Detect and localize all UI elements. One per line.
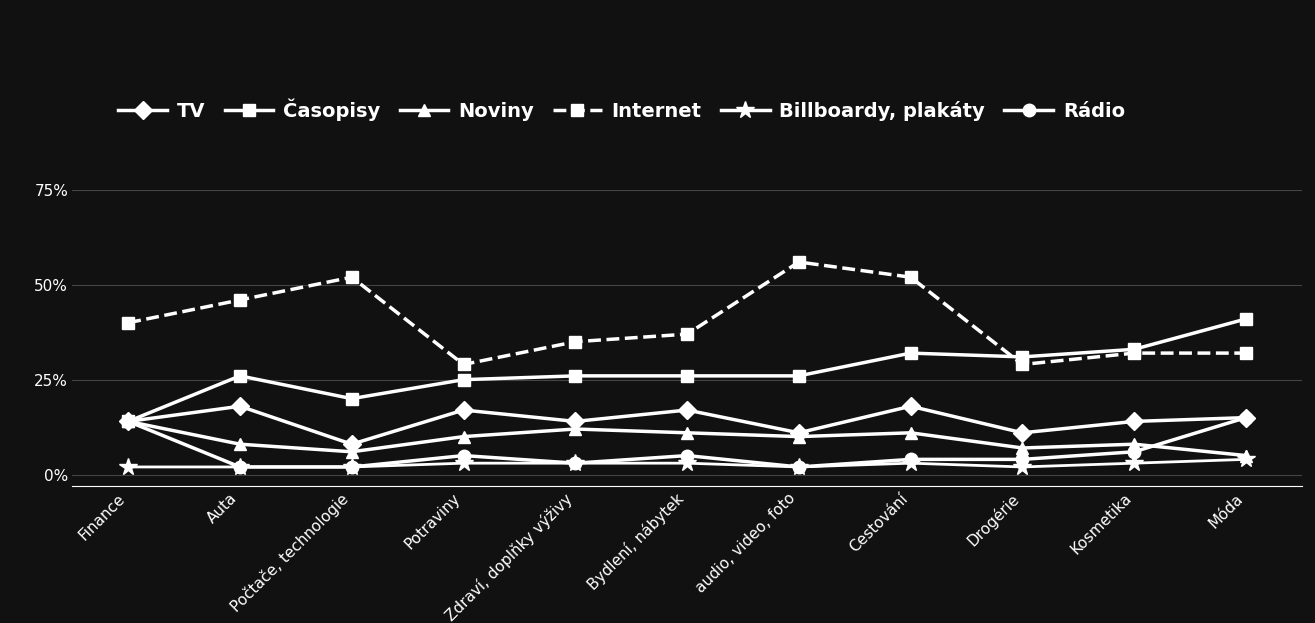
Internet <box>121 319 137 326</box>
Rádio <box>1014 455 1030 463</box>
Line: Noviny: Noviny <box>122 415 1252 462</box>
Časopisy <box>790 372 806 379</box>
Line: Billboardy, plakáty: Billboardy, plakáty <box>120 450 1255 476</box>
Internet <box>1126 350 1141 357</box>
Billboardy, plakáty <box>1014 464 1030 471</box>
Rádio <box>1126 448 1141 455</box>
Rádio <box>679 452 694 459</box>
Billboardy, plakáty <box>231 464 247 471</box>
Line: Časopisy: Časopisy <box>122 313 1252 427</box>
Billboardy, plakáty <box>455 459 471 467</box>
Časopisy <box>1014 353 1030 361</box>
TV <box>790 429 806 437</box>
Noviny <box>902 429 918 437</box>
Internet <box>231 296 247 303</box>
Billboardy, plakáty <box>343 464 359 471</box>
Internet <box>568 338 584 345</box>
Billboardy, plakáty <box>121 464 137 471</box>
TV <box>455 406 471 414</box>
Billboardy, plakáty <box>790 464 806 471</box>
Noviny <box>1126 440 1141 448</box>
Časopisy <box>568 372 584 379</box>
Rádio <box>1239 414 1255 421</box>
Rádio <box>902 455 918 463</box>
Časopisy <box>1239 315 1255 323</box>
Noviny <box>1239 452 1255 459</box>
Rádio <box>121 417 137 425</box>
Noviny <box>679 429 694 437</box>
TV <box>1126 417 1141 425</box>
Internet <box>1239 350 1255 357</box>
Internet <box>1014 361 1030 368</box>
Rádio <box>455 452 471 459</box>
Line: Internet: Internet <box>122 256 1252 371</box>
Rádio <box>568 459 584 467</box>
Časopisy <box>343 395 359 402</box>
TV <box>902 402 918 410</box>
TV <box>121 417 137 425</box>
Časopisy <box>231 372 247 379</box>
Internet <box>679 330 694 338</box>
Časopisy <box>679 372 694 379</box>
TV <box>1014 429 1030 437</box>
Rádio <box>231 464 247 471</box>
Billboardy, plakáty <box>1239 455 1255 463</box>
Noviny <box>343 448 359 455</box>
TV <box>1239 414 1255 421</box>
Časopisy <box>455 376 471 383</box>
TV <box>679 406 694 414</box>
Noviny <box>1014 444 1030 452</box>
Billboardy, plakáty <box>568 459 584 467</box>
Rádio <box>790 464 806 471</box>
Internet <box>902 273 918 281</box>
Časopisy <box>121 417 137 425</box>
Internet <box>790 259 806 266</box>
Billboardy, plakáty <box>1126 459 1141 467</box>
TV <box>343 440 359 448</box>
TV <box>231 402 247 410</box>
Časopisy <box>1126 346 1141 353</box>
Noviny <box>231 440 247 448</box>
Line: Rádio: Rádio <box>122 411 1252 473</box>
Legend: TV, Časopisy, Noviny, Internet, Billboardy, plakáty, Rádio: TV, Časopisy, Noviny, Internet, Billboar… <box>107 87 1136 133</box>
Noviny <box>455 433 471 440</box>
Časopisy <box>902 350 918 357</box>
Internet <box>343 273 359 281</box>
Internet <box>455 361 471 368</box>
TV <box>568 417 584 425</box>
Noviny <box>568 426 584 433</box>
Line: TV: TV <box>122 400 1252 450</box>
Billboardy, plakáty <box>679 459 694 467</box>
Rádio <box>343 464 359 471</box>
Noviny <box>121 417 137 425</box>
Billboardy, plakáty <box>902 459 918 467</box>
Noviny <box>790 433 806 440</box>
